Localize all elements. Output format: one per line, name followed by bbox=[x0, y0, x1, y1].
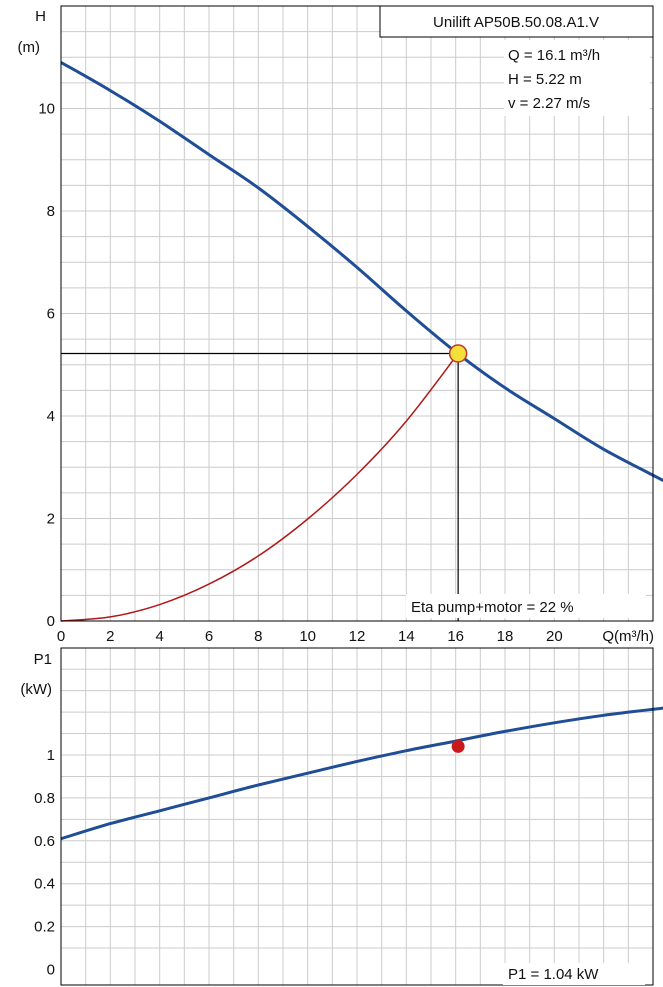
duty-point-marker-head bbox=[448, 344, 468, 363]
flow-axis-ticks: 0 2 4 6 8 10 12 14 16 18 20 bbox=[57, 628, 563, 645]
power-label-background bbox=[503, 963, 645, 985]
head-axis-label-symbol: H bbox=[35, 8, 46, 25]
power-tick-label: 0.2 bbox=[34, 919, 55, 936]
head-tick-label: 6 bbox=[47, 306, 55, 323]
power-curve bbox=[60, 706, 663, 841]
velocity-readout: v = 2.27 m/s bbox=[508, 95, 590, 112]
head-readout: H = 5.22 m bbox=[508, 71, 582, 88]
flow-tick-label: 6 bbox=[205, 628, 213, 645]
head-axis-ticks: 0 2 4 6 8 10 bbox=[38, 101, 55, 631]
chart-title: Unilift AP50B.50.08.A1.V bbox=[433, 14, 599, 31]
efficiency-readout: Eta pump+motor = 22 % bbox=[411, 599, 574, 616]
power-tick-label: 1 bbox=[47, 747, 55, 764]
head-tick-label: 10 bbox=[38, 101, 55, 118]
head-chart-frame bbox=[60, 5, 654, 622]
efficiency-label-background bbox=[406, 594, 646, 618]
flow-tick-label: 16 bbox=[447, 628, 464, 645]
head-tick-label: 0 bbox=[47, 613, 55, 630]
flow-readout: Q = 16.1 m³/h bbox=[508, 47, 600, 64]
flow-tick-label: 12 bbox=[349, 628, 366, 645]
flow-tick-label: 0 bbox=[57, 628, 65, 645]
power-axis-label-symbol: P1 bbox=[34, 651, 52, 668]
flow-axis-label: Q(m³/h) bbox=[602, 628, 654, 645]
flow-tick-label: 8 bbox=[254, 628, 262, 645]
duty-point-marker-power bbox=[451, 739, 465, 753]
pump-curve bbox=[60, 61, 663, 483]
head-chart-grid bbox=[61, 6, 653, 621]
flow-tick-label: 4 bbox=[155, 628, 163, 645]
power-chart-series bbox=[60, 706, 663, 841]
head-tick-label: 2 bbox=[47, 511, 55, 528]
power-axis-ticks: 0 0.2 0.4 0.6 0.8 1 bbox=[34, 747, 55, 979]
power-chart-panel: 0 0.2 0.4 0.6 0.8 1 P1 (kW) P1 = 1.04 kW bbox=[20, 647, 663, 986]
head-axis-label-unit: (m) bbox=[18, 39, 41, 56]
head-chart-series bbox=[60, 61, 663, 622]
power-tick-label: 0.4 bbox=[34, 876, 55, 893]
flow-tick-label: 20 bbox=[546, 628, 563, 645]
power-axis-label-unit: (kW) bbox=[20, 681, 52, 698]
power-readout: P1 = 1.04 kW bbox=[508, 966, 599, 983]
power-tick-label: 0.8 bbox=[34, 790, 55, 807]
head-tick-label: 8 bbox=[47, 203, 55, 220]
title-box bbox=[379, 5, 654, 38]
info-box-background bbox=[504, 40, 650, 116]
power-chart-frame bbox=[60, 647, 654, 986]
flow-tick-label: 2 bbox=[106, 628, 114, 645]
flow-tick-label: 14 bbox=[398, 628, 415, 645]
power-tick-label: 0 bbox=[47, 962, 55, 979]
flow-tick-label: 18 bbox=[497, 628, 514, 645]
system-curve bbox=[60, 353, 459, 622]
power-chart-grid bbox=[61, 648, 653, 985]
flow-tick-label: 10 bbox=[299, 628, 316, 645]
head-tick-label: 4 bbox=[47, 408, 55, 425]
power-tick-label: 0.6 bbox=[34, 833, 55, 850]
